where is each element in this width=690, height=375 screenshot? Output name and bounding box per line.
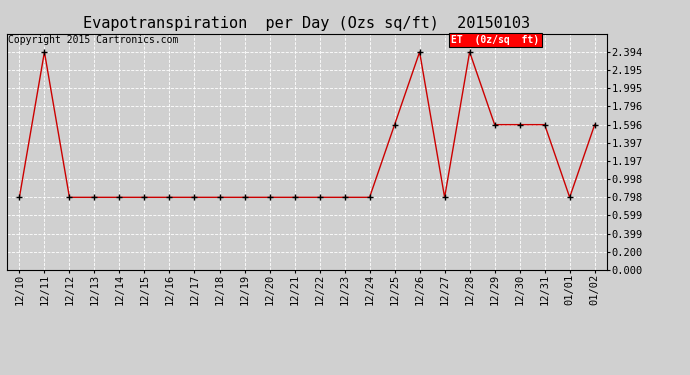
Text: ET  (0z/sq  ft): ET (0z/sq ft) [451, 35, 540, 45]
Title: Evapotranspiration  per Day (Ozs sq/ft)  20150103: Evapotranspiration per Day (Ozs sq/ft) 2… [83, 16, 531, 31]
Text: Copyright 2015 Cartronics.com: Copyright 2015 Cartronics.com [8, 35, 179, 45]
